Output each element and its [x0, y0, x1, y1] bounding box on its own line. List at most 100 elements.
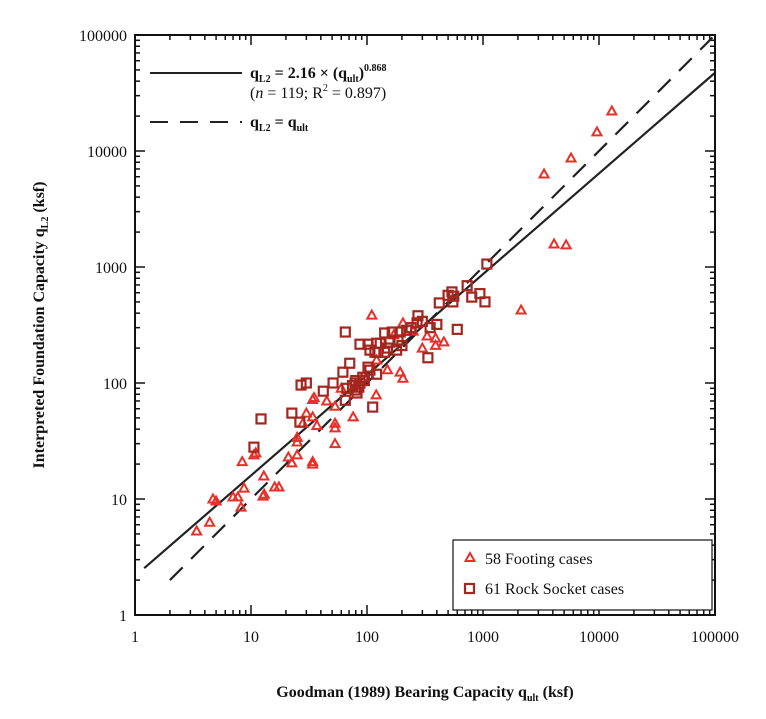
x-tick-label: 10000: [579, 629, 619, 646]
footing-point: [300, 406, 313, 418]
rock-socket-point: [337, 366, 349, 378]
rock-socket-point: [447, 296, 459, 308]
rock-socket-point: [431, 318, 443, 331]
rock-socket-point: [424, 322, 436, 334]
rock-socket-point: [367, 401, 379, 413]
footing-point: [310, 418, 324, 431]
rock-socket-point: [416, 315, 428, 327]
rock-socket-point: [357, 371, 369, 383]
y-tick-label: 1: [119, 608, 127, 625]
y-tick-label: 10000: [87, 144, 127, 161]
footing-point: [328, 399, 342, 411]
footing-point: [306, 410, 319, 422]
y-axis-label: Interpreted Foundation Capacity qL2 (ksf…: [31, 182, 51, 469]
footing-point: [290, 448, 304, 460]
rock-socket-point: [396, 340, 408, 352]
rock-socket-point: [327, 377, 339, 389]
footing-point: [328, 416, 342, 428]
footing-point: [190, 524, 203, 536]
x-tick-label: 100: [355, 629, 379, 646]
legend-square-icon: [463, 582, 476, 595]
rock-socket-point: [344, 357, 356, 369]
x-tick-label: 1: [131, 629, 139, 646]
rock-socket-point: [422, 352, 434, 364]
rock-socket-point: [286, 407, 298, 419]
identity-equation: qL2 = qult: [250, 114, 309, 134]
x-tick-label: 100000: [691, 629, 739, 646]
rock-socket-point: [386, 326, 398, 338]
x-axis-label: Goodman (1989) Bearing Capacity qult (ks…: [276, 684, 573, 704]
fit-equation: qL2 = 2.16 × (qult)0.868: [250, 63, 387, 85]
footing-point: [605, 104, 619, 116]
legend-box: [452, 539, 713, 611]
footing-point: [203, 515, 216, 527]
data-points: [190, 104, 619, 536]
footing-point: [396, 371, 410, 383]
rock-socket-point: [255, 413, 267, 425]
footing-point: [285, 456, 299, 468]
footing-point: [369, 388, 383, 400]
rock-socket-point: [481, 258, 493, 270]
footing-point: [437, 335, 451, 347]
footing-point: [257, 469, 271, 481]
tick-labels: 1 10 100 1000 10000 100000 1 10 100 1000 10000 1000…: [79, 28, 739, 646]
rock-socket-point: [358, 374, 371, 387]
footing-point: [547, 237, 561, 249]
legend-rock-socket-label: 61 Rock Socket cases: [485, 581, 624, 598]
footing-point: [282, 450, 295, 462]
trend-lines: [143, 36, 716, 581]
rock-socket-point: [479, 296, 491, 308]
footing-point: [429, 338, 442, 350]
footing-point: [381, 363, 394, 375]
rock-socket-point: [461, 280, 473, 292]
rock-socket-point: [300, 377, 312, 389]
x-tick-label: 1000: [467, 629, 499, 646]
rock-socket-point: [294, 416, 306, 428]
footing-point: [564, 151, 578, 163]
footing-point: [346, 410, 360, 422]
y-tick-label: 100000: [79, 28, 127, 45]
y-tick-label: 10: [111, 492, 127, 509]
series-legend: 58 Footing cases 61 Rock Socket cases: [452, 539, 713, 611]
footing-point: [537, 167, 551, 179]
legend-footing-label: 58 Footing cases: [485, 551, 593, 568]
footing-point: [290, 435, 304, 447]
footing-point: [370, 353, 383, 365]
footing-point: [234, 500, 248, 512]
footing-point: [590, 125, 604, 137]
footing-point: [328, 437, 342, 449]
footing-point: [328, 421, 342, 433]
rock-socket-point: [371, 368, 383, 380]
footing-point: [306, 457, 319, 469]
footing-point: [272, 480, 286, 492]
footing-point: [416, 341, 429, 353]
rock-socket-point: [394, 326, 406, 338]
rock-socket-point: [248, 441, 260, 453]
line-legend: qL2 = 2.16 × (qult)0.868 (n = 119; R2 = …: [150, 63, 387, 134]
footing-point: [320, 394, 333, 406]
y-tick-label: 100: [103, 376, 127, 393]
footing-point: [209, 494, 223, 506]
rock-socket-point: [451, 323, 463, 335]
legend-triangle-icon: [463, 550, 477, 562]
rock-socket-point: [339, 394, 351, 406]
one-to-one-line: [169, 36, 714, 581]
footing-point: [290, 430, 304, 442]
footing-point: [393, 365, 407, 377]
fit-stats: (n = 119; R2 = 0.897): [250, 83, 386, 102]
x-tick-label: 10: [243, 629, 259, 646]
footing-point: [307, 390, 321, 402]
footing-point: [231, 490, 245, 502]
rock-socket-point: [362, 361, 374, 373]
rock-socket-point: [448, 290, 460, 302]
plot-frame: [134, 34, 716, 616]
y-tick-label: 1000: [95, 260, 127, 277]
footing-point: [514, 303, 528, 315]
rock-socket-point: [317, 385, 329, 397]
footing-point: [365, 308, 379, 320]
footing-point: [420, 329, 434, 341]
rock-socket-point: [433, 297, 445, 309]
footing-point: [559, 238, 573, 250]
footing-point: [236, 455, 249, 467]
